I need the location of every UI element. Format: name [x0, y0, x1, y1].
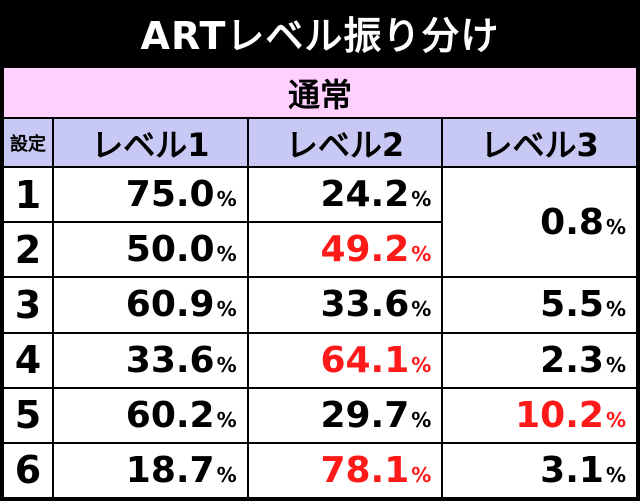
level1-cell: 33.6%	[54, 333, 247, 387]
setting-cell: 1	[4, 168, 52, 222]
level2-cell-highlight: 64.1%	[248, 333, 442, 387]
table-row: 2 50.0% 49.2%	[4, 223, 636, 277]
percent-sign: %	[216, 242, 237, 267]
percent-sign: %	[605, 297, 626, 322]
percent-sign: %	[411, 187, 432, 212]
setting-cell: 2	[4, 223, 52, 277]
level-distribution-table: 通常 設定 レベル1 レベル2 レベル3 1 75.0% 24.2% 0.8% …	[2, 66, 638, 499]
level1-cell: 75.0%	[54, 168, 247, 222]
setting-cell: 3	[4, 278, 52, 332]
value: 33.6	[125, 339, 215, 381]
table-row: 3 60.9% 33.6% 5.5%	[4, 278, 636, 332]
percent-sign: %	[216, 407, 237, 432]
header-level2: レベル2	[248, 119, 442, 167]
percent-sign: %	[216, 462, 237, 487]
table-row: 5 60.2% 29.7% 10.2%	[4, 388, 636, 442]
level3-cell: 5.5%	[443, 278, 636, 332]
value: 10.2	[515, 394, 604, 436]
percent-sign: %	[411, 407, 432, 432]
setting-cell: 4	[4, 333, 52, 387]
table-row: 4 33.6% 64.1% 2.3%	[4, 333, 636, 387]
level3-cell: 2.3%	[443, 333, 636, 387]
level2-cell: 29.7%	[248, 388, 442, 442]
section-header-normal: 通常	[4, 68, 636, 118]
level3-cell-merged: 0.8%	[443, 168, 636, 277]
percent-sign: %	[411, 352, 432, 377]
setting-cell: 5	[4, 388, 52, 442]
percent-sign: %	[216, 187, 237, 212]
value: 60.2	[125, 394, 215, 436]
percent-sign: %	[605, 407, 626, 432]
value: 33.6	[320, 284, 410, 326]
value: 78.1	[320, 449, 410, 491]
header-setting: 設定	[4, 119, 52, 167]
percent-sign: %	[605, 462, 626, 487]
value: 60.9	[125, 284, 215, 326]
value: 50.0	[125, 229, 215, 271]
percent-sign: %	[411, 462, 432, 487]
level2-cell: 33.6%	[248, 278, 442, 332]
header-level3: レベル3	[443, 119, 636, 167]
level1-cell: 60.2%	[54, 388, 247, 442]
percent-sign: %	[216, 352, 237, 377]
value: 49.2	[320, 229, 410, 271]
value: 5.5	[540, 284, 604, 326]
percent-sign: %	[411, 297, 432, 322]
setting-cell: 6	[4, 443, 52, 497]
level3-cell: 3.1%	[443, 443, 636, 497]
page-title: ARTレベル振り分け	[140, 13, 500, 58]
percent-sign: %	[605, 352, 626, 377]
value: 0.8	[540, 201, 604, 243]
level2-cell-highlight: 78.1%	[248, 443, 442, 497]
value: 3.1	[540, 449, 604, 491]
value: 64.1	[320, 339, 410, 381]
level2-cell: 24.2%	[248, 168, 442, 222]
value: 2.3	[540, 339, 604, 381]
value: 24.2	[320, 174, 410, 216]
table-row: 6 18.7% 78.1% 3.1%	[4, 443, 636, 497]
level3-cell-highlight: 10.2%	[443, 388, 636, 442]
level1-cell: 18.7%	[54, 443, 247, 497]
level1-cell: 50.0%	[54, 223, 247, 277]
level1-cell: 60.9%	[54, 278, 247, 332]
table-row: 1 75.0% 24.2% 0.8%	[4, 168, 636, 277]
value: 18.7	[125, 449, 215, 491]
value: 29.7	[320, 394, 410, 436]
percent-sign: %	[605, 214, 626, 239]
percent-sign: %	[411, 242, 432, 267]
percent-sign: %	[216, 297, 237, 322]
header-level1: レベル1	[54, 119, 247, 167]
value: 75.0	[125, 174, 215, 216]
level2-cell-highlight: 49.2%	[248, 223, 442, 277]
